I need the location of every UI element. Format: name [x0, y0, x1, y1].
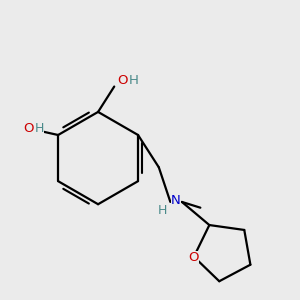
Text: H: H [158, 203, 167, 217]
Text: O: O [117, 74, 128, 87]
Text: H: H [35, 122, 44, 135]
Text: N: N [171, 194, 181, 207]
Text: O: O [23, 122, 33, 135]
Text: O: O [189, 251, 199, 264]
Text: H: H [129, 74, 139, 87]
